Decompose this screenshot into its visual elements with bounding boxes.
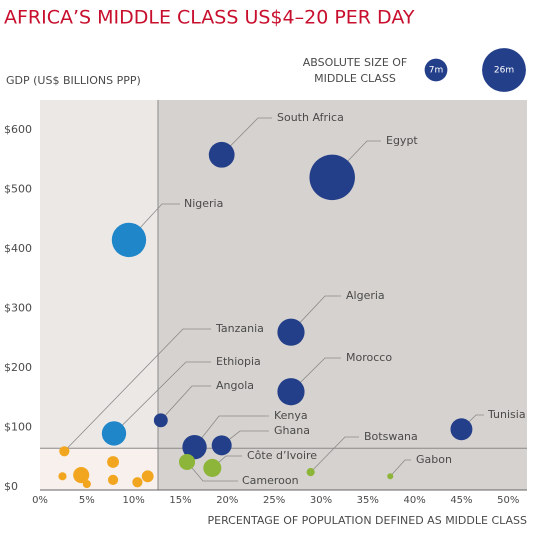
point-label: Gabon — [416, 453, 452, 466]
bubble — [132, 477, 143, 488]
callout-line — [389, 459, 411, 477]
bubble — [387, 473, 394, 480]
point-label: Angola — [216, 379, 254, 392]
size-legend-title: MIDDLE CLASS — [314, 72, 396, 85]
bubble — [178, 453, 196, 471]
point-label: Kenya — [274, 409, 308, 422]
bubble — [211, 435, 232, 456]
chart-title: AFRICA’S MIDDLE CLASS US$4–20 PER DAY — [4, 7, 415, 29]
y-tick-label: $300 — [4, 301, 32, 314]
point-label: Cameroon — [242, 474, 299, 487]
callout-line — [290, 295, 341, 333]
point-label: Morocco — [346, 351, 392, 364]
x-tick-label: 40% — [403, 495, 425, 506]
bubble — [111, 222, 147, 258]
bubble — [107, 474, 119, 485]
point-label: South Africa — [277, 111, 344, 124]
y-tick-label: $600 — [4, 123, 32, 136]
size-legend-label: 26m — [494, 66, 514, 76]
x-tick-label: 5% — [79, 495, 95, 506]
callout-line — [290, 357, 341, 393]
region-left — [40, 100, 159, 490]
point-label: Côte d’Ivoire — [247, 449, 317, 462]
callout-line — [113, 361, 211, 434]
point-label: Tanzania — [215, 322, 264, 335]
callout-line — [186, 461, 238, 482]
callout-line — [64, 328, 211, 452]
x-tick-label: 10% — [123, 495, 145, 506]
point-label: Algeria — [346, 289, 385, 302]
x-axis-label: PERCENTAGE OF POPULATION DEFINED AS MIDD… — [207, 514, 527, 527]
point-label: Nigeria — [184, 197, 223, 210]
bubble — [203, 458, 222, 477]
y-tick-label: $400 — [4, 242, 32, 255]
point-label: Tunisia — [487, 408, 526, 421]
bubble — [277, 378, 305, 406]
size-legend-title: ABSOLUTE SIZE OF — [303, 56, 408, 69]
size-legend-bubble — [424, 58, 448, 82]
bubble — [101, 421, 127, 446]
bubble — [59, 446, 70, 457]
size-legend-label: 7m — [429, 66, 444, 76]
bubble — [277, 318, 305, 346]
x-tick-label: 0% — [32, 495, 48, 506]
x-tick-label: 25% — [263, 495, 285, 506]
bubble — [450, 418, 473, 441]
callout-line — [221, 117, 272, 156]
x-tick-label: 30% — [310, 495, 332, 506]
bubble — [141, 470, 154, 483]
bubble — [107, 456, 119, 468]
bubble — [153, 413, 168, 428]
x-tick-label: 20% — [216, 495, 238, 506]
bubble — [309, 154, 355, 201]
size-legend-bubble — [482, 48, 526, 92]
callout-line — [310, 436, 359, 473]
point-label: Ghana — [274, 424, 310, 437]
bubble — [73, 467, 90, 484]
point-label: Egypt — [386, 134, 418, 147]
y-tick-label: $0 — [4, 480, 18, 493]
callout-line — [194, 415, 269, 448]
y-axis-label: GDP (US$ BILLIONS PPP) — [6, 74, 141, 87]
bubble — [82, 479, 91, 489]
x-tick-label: 50% — [497, 495, 519, 506]
x-tick-label: 15% — [169, 495, 191, 506]
point-label: Ethiopia — [216, 355, 261, 368]
point-label: Botswana — [364, 430, 418, 443]
bubble — [208, 141, 235, 168]
bubble — [182, 434, 207, 460]
y-tick-label: $100 — [4, 420, 32, 433]
callout-line — [160, 385, 211, 421]
y-tick-label: $500 — [4, 182, 32, 195]
x-tick-label: 35% — [357, 495, 379, 506]
x-tick-label: 45% — [450, 495, 472, 506]
y-tick-label: $200 — [4, 361, 32, 374]
bubble — [58, 472, 67, 481]
bubble — [306, 468, 315, 477]
